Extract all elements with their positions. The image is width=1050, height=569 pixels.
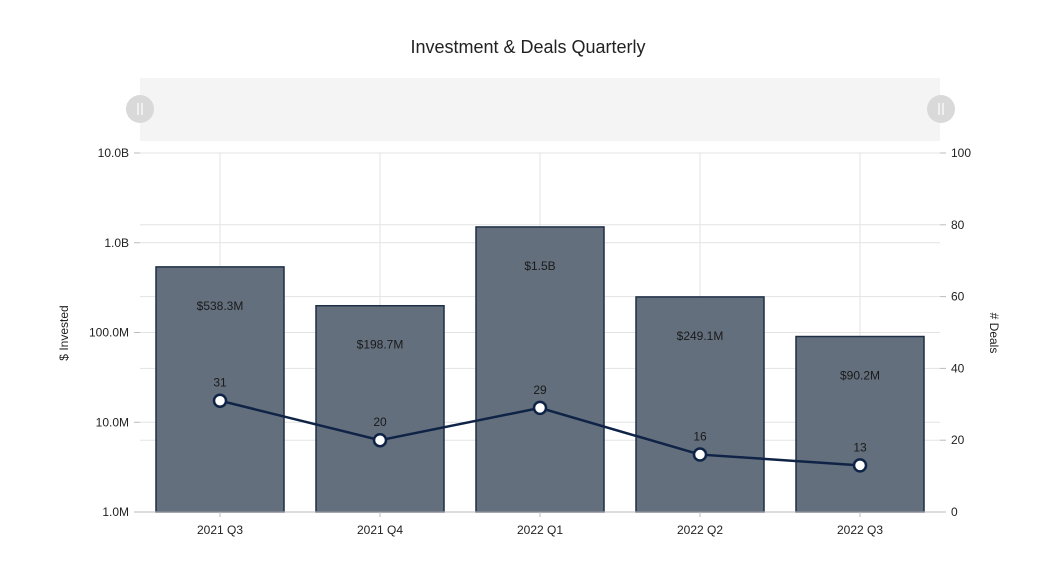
y-right-tick-label: 60: [951, 290, 965, 304]
x-tick-label: 2021 Q4: [357, 523, 403, 537]
x-tick-label: 2022 Q3: [837, 523, 883, 537]
bar[interactable]: [155, 266, 285, 513]
y-right-tick-label: 20: [951, 433, 965, 447]
x-tick-label: 2022 Q1: [517, 523, 563, 537]
y-right-axis-title: # Deals: [987, 313, 1001, 354]
y-left-tick-label: 1.0B: [104, 236, 129, 250]
scrollbar[interactable]: [126, 78, 955, 141]
bar[interactable]: [635, 296, 765, 513]
bar-value-label: $90.2M: [840, 369, 880, 383]
deals-point-label: 13: [853, 440, 867, 454]
deals-point[interactable]: [852, 458, 868, 473]
scrollbar-right-handle[interactable]: [927, 95, 955, 123]
deals-line: 31 20 29 16 13: [212, 376, 868, 473]
bar-value-label: $1.5B: [524, 259, 555, 273]
deals-point-label: 31: [213, 376, 227, 390]
y-left-tick-label: 1.0M: [102, 505, 129, 519]
axes: 1.0M 10.0M 100.0M 1.0B 10.0B 0 20 40 60 80 100 2021…: [89, 146, 971, 537]
deals-point[interactable]: [532, 400, 548, 416]
x-tick-label: 2022 Q2: [677, 523, 723, 537]
deals-point[interactable]: [692, 447, 708, 462]
y-right-tick-label: 40: [951, 361, 965, 375]
x-tick-label: 2021 Q3: [197, 523, 243, 537]
bar[interactable]: [315, 304, 445, 513]
y-right-tick-label: 80: [951, 218, 965, 232]
deals-point-label: 29: [533, 383, 547, 397]
bar[interactable]: [475, 226, 605, 513]
chart-title: Investment & Deals Quarterly: [410, 37, 645, 57]
bar-value-label: $249.1M: [677, 329, 724, 343]
scrollbar-left-handle[interactable]: [126, 95, 154, 123]
deals-point-label: 16: [693, 430, 707, 444]
bar[interactable]: [795, 335, 925, 513]
bars: $538.3M $198.7M $1.5B $249.1M $90.2M: [155, 226, 925, 513]
y-left-tick-label: 10.0B: [98, 146, 129, 160]
y-left-tick-label: 10.0M: [96, 415, 129, 429]
deals-point[interactable]: [212, 393, 228, 408]
y-right-tick-label: 0: [951, 505, 958, 519]
y-right-tick-label: 100: [951, 146, 971, 160]
deals-point[interactable]: [372, 432, 388, 448]
scrollbar-track[interactable]: [140, 78, 940, 141]
y-left-axis-title: $ Invested: [57, 305, 71, 360]
bar-value-label: $198.7M: [357, 338, 404, 352]
y-left-tick-label: 100.0M: [89, 326, 129, 340]
deals-point-label: 20: [373, 415, 387, 429]
bar-value-label: $538.3M: [197, 299, 244, 313]
